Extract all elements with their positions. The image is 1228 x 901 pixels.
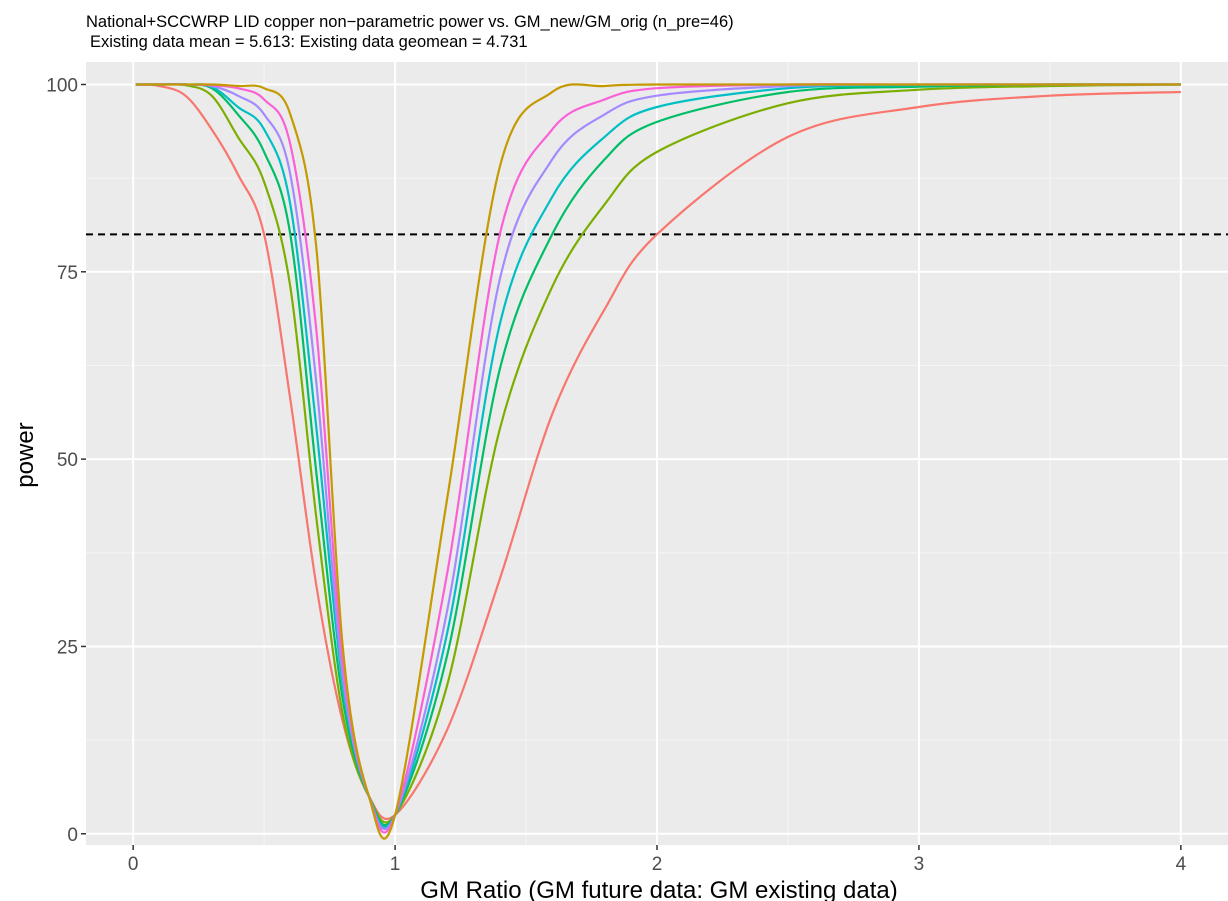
x-tick-label: 1	[390, 854, 401, 875]
series-lines	[135, 83, 1181, 840]
x-tick-label: 3	[914, 854, 925, 875]
x-tick-label: 0	[128, 854, 139, 875]
chart-subtitle: Existing data mean = 5.613: Existing dat…	[90, 33, 528, 51]
x-tick-labels: 0 1 2 3 4	[128, 854, 1187, 875]
y-tick-label: 75	[57, 263, 78, 284]
series-line-2	[135, 83, 1181, 824]
y-tick-label: 50	[57, 450, 78, 471]
y-tick-label: 25	[57, 637, 78, 658]
x-tick-label: 2	[652, 854, 663, 875]
series-line-1	[135, 83, 1181, 821]
chart-title: National+SCCWRP LID copper non−parametri…	[86, 13, 734, 31]
major-gridlines	[86, 62, 1228, 845]
y-tick-label: 0	[67, 825, 78, 846]
x-tick-label: 4	[1176, 854, 1187, 875]
axis-ticks	[81, 83, 1182, 850]
series-line-7	[135, 83, 1181, 840]
y-tick-label: 100	[46, 75, 78, 96]
y-tick-labels: 0 25 50 75 100	[46, 75, 78, 845]
x-axis-title: GM Ratio (GM future data: GM existing da…	[420, 877, 898, 901]
y-axis-title: power	[12, 422, 39, 487]
